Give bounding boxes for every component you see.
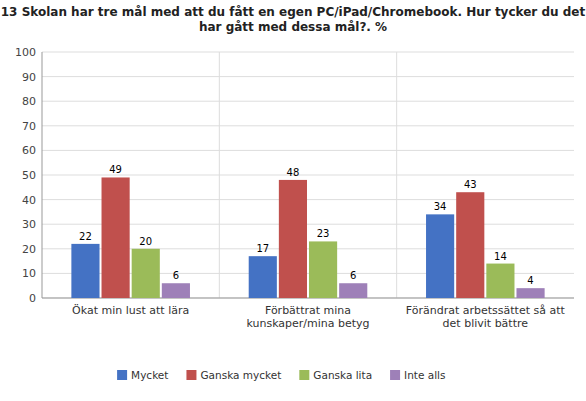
- chart-svg: 13 Skolan har tre mål med att du fått en…: [0, 0, 586, 401]
- y-tick-label: 0: [29, 292, 36, 305]
- text-line: Förändrat arbetssättet så att: [406, 304, 566, 317]
- data-label: 6: [350, 270, 356, 281]
- y-tick-label: 20: [22, 243, 36, 256]
- legend-label: Mycket: [131, 369, 168, 381]
- legend: Mycket Ganska mycket Ganska lita Inte alls: [117, 369, 445, 381]
- data-label: 48: [287, 167, 300, 178]
- y-tick-label: 30: [22, 218, 36, 231]
- bar: [426, 214, 454, 298]
- data-label: 34: [434, 201, 447, 212]
- bar: [516, 288, 544, 298]
- text-line: Ökat min lust att lära: [72, 304, 189, 317]
- text-line: har gått med dessa mål?. %: [199, 20, 387, 34]
- legend-label: Ganska mycket: [200, 369, 281, 381]
- data-label: 17: [256, 243, 269, 254]
- data-label: 4: [527, 275, 533, 286]
- legend-swatch: [117, 370, 127, 380]
- bar: [132, 249, 160, 298]
- data-label: 20: [139, 236, 152, 247]
- bars: [71, 177, 544, 298]
- legend-label: Inte alls: [404, 369, 445, 381]
- bar: [162, 283, 190, 298]
- text-line: det blivit bättre: [443, 317, 529, 330]
- bar: [456, 192, 484, 298]
- data-label: 22: [79, 231, 92, 242]
- data-label: 49: [109, 164, 122, 175]
- text-line: Förbättrat mina: [265, 304, 351, 317]
- grid-line: [42, 150, 574, 151]
- grid-line: [42, 76, 574, 77]
- x-tick-label: Ökat min lust att lära: [72, 304, 189, 317]
- data-label: 23: [317, 228, 330, 239]
- legend-label: Ganska lita: [313, 369, 372, 381]
- text-line: 13 Skolan har tre mål med att du fått en…: [1, 5, 586, 19]
- y-tick-label: 40: [22, 194, 36, 207]
- group-separator: [219, 52, 220, 298]
- bar: [249, 256, 277, 298]
- grid-line: [42, 125, 574, 126]
- legend-swatch: [390, 370, 400, 380]
- bar: [102, 177, 130, 298]
- x-tick-label: Förbättrat minakunskaper/mina betyg: [246, 304, 369, 330]
- data-label: 43: [464, 179, 477, 190]
- chart-container: 13 Skolan har tre mål med att du fått en…: [0, 0, 586, 401]
- group-separator: [396, 52, 397, 298]
- data-label: 6: [173, 270, 179, 281]
- bar: [486, 264, 514, 298]
- grid-line: [42, 52, 574, 53]
- y-tick-label: 10: [22, 267, 36, 280]
- y-tick-label: 60: [22, 144, 36, 157]
- y-tick-label: 100: [15, 46, 36, 59]
- bar: [71, 244, 99, 298]
- y-axis-line: [42, 52, 43, 298]
- legend-swatch: [186, 370, 196, 380]
- grid-line: [42, 101, 574, 102]
- x-tick-label: Förändrat arbetssättet så attdet blivit …: [406, 304, 566, 330]
- y-tick-label: 50: [22, 169, 36, 182]
- data-label: 14: [494, 251, 507, 262]
- y-tick-label: 90: [22, 71, 36, 84]
- bar: [339, 283, 367, 298]
- y-tick-label: 80: [22, 95, 36, 108]
- legend-swatch: [299, 370, 309, 380]
- y-tick-label: 70: [22, 120, 36, 133]
- bar: [279, 180, 307, 298]
- title: 13 Skolan har tre mål med att du fått en…: [1, 5, 586, 34]
- data-labels: 22 17 34 49 48 43 20 23 14 6 6 4: [79, 164, 534, 286]
- grid: [42, 52, 574, 298]
- text-line: kunskaper/mina betyg: [246, 317, 369, 330]
- bar: [309, 241, 337, 298]
